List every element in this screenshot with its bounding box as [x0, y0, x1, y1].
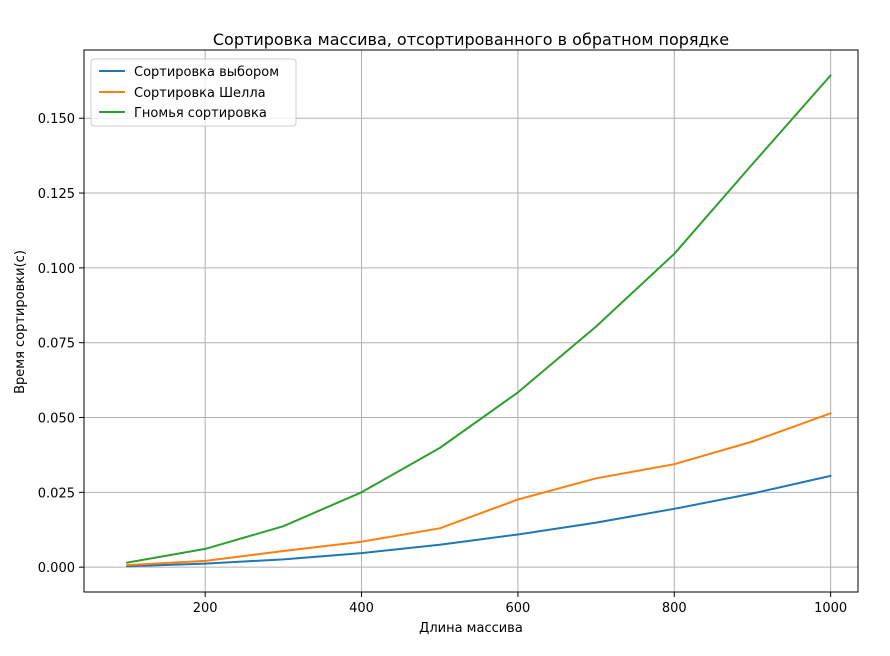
x-tick-label: 1000 [814, 601, 847, 616]
legend-box [90, 58, 297, 127]
x-tick-label: 800 [662, 601, 687, 616]
y-tick-label: 0.075 [38, 337, 75, 352]
series-line-selection-sort [126, 474, 832, 568]
x-tick-label: 200 [193, 601, 218, 616]
legend-label-shell-sort: Сортировка Шелла [134, 86, 266, 101]
y-tick-label: 0.125 [38, 187, 75, 202]
grid [84, 50, 858, 592]
series-line-shell-sort [126, 412, 832, 567]
series-lines [126, 74, 832, 568]
x-tick-label: 600 [505, 601, 530, 616]
series-line-gnome-sort [126, 74, 832, 564]
x-tick-label: 400 [349, 601, 374, 616]
chart-title: Сортировка массива, отсортированного в о… [213, 30, 729, 49]
x-axis-label: Длина массива [419, 621, 523, 636]
y-tick-label: 0.000 [38, 561, 75, 576]
y-tick-label: 0.050 [38, 412, 75, 427]
x-axis-ticks: 200 400 600 800 1000 [193, 592, 847, 616]
y-tick-label: 0.100 [38, 262, 75, 277]
legend-label-selection-sort: Сортировка выбором [134, 65, 279, 80]
y-axis-ticks: 0.000 0.025 0.050 0.075 0.100 0.125 0.150 [38, 112, 84, 576]
y-tick-label: 0.025 [38, 486, 75, 501]
legend: Сортировка выбором Сортировка Шелла Гном… [90, 58, 297, 127]
legend-label-gnome-sort: Гномья сортировка [134, 106, 267, 121]
y-axis-label: Время сортировки(с) [13, 250, 28, 394]
plot-area [83, 49, 859, 593]
y-tick-label: 0.150 [38, 112, 75, 127]
